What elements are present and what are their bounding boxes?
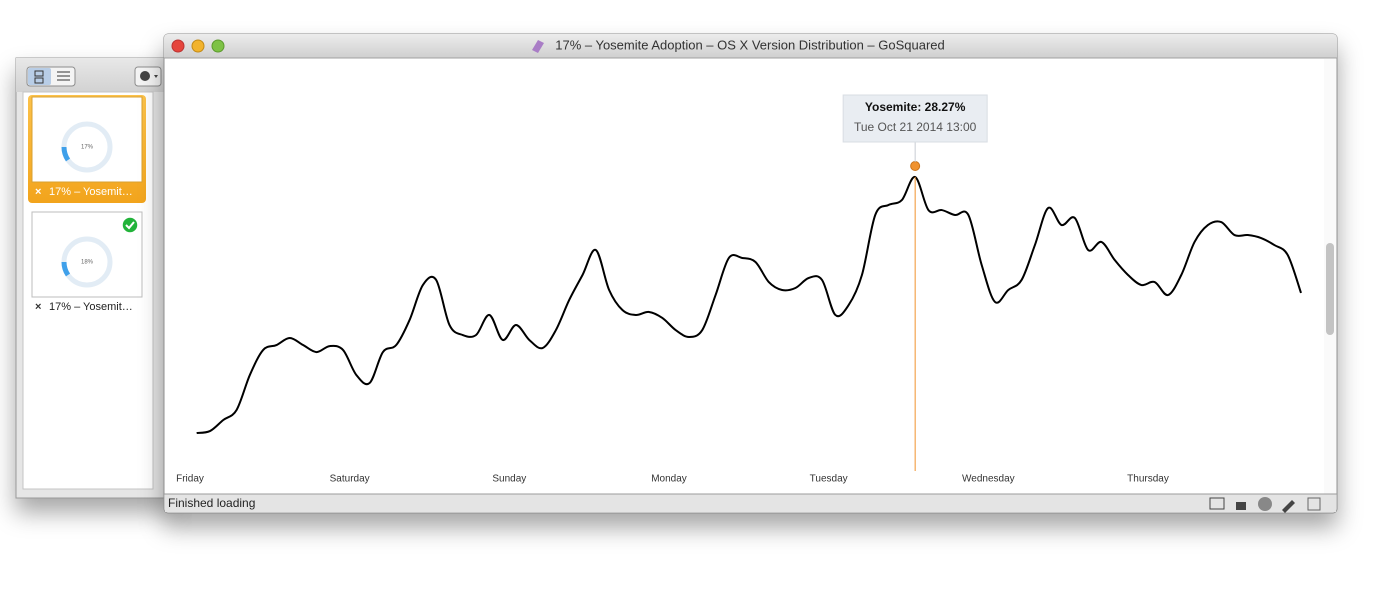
scroll-thumb[interactable]	[1326, 243, 1334, 335]
x-tick-label: Thursday	[1127, 474, 1169, 485]
x-tick-label: Friday	[176, 474, 204, 485]
tab-close[interactable]: ×	[35, 301, 41, 313]
zoom-button[interactable]	[211, 39, 225, 53]
site-icon	[532, 40, 544, 53]
tab-close[interactable]: ×	[35, 186, 41, 198]
data-line	[196, 176, 1302, 435]
tooltip-title: Yosemite: 28.27%	[865, 100, 966, 114]
dropdown-icon	[154, 75, 158, 78]
tab-label[interactable]: 17% – Yosemit…	[49, 301, 133, 313]
sidebar-window: 17% × 17% – Yosemit… 18% × 17% – Yosemit…	[15, 57, 177, 499]
tooltip	[842, 94, 988, 143]
browser-window: 17% – Yosemite Adoption – OS X Version D…	[163, 33, 1338, 514]
thumb-donut-arc	[61, 146, 71, 162]
x-tick-label: Monday	[651, 474, 687, 485]
icon	[34, 77, 44, 84]
check-badge	[121, 216, 139, 234]
thumb-donut-arc	[61, 261, 71, 277]
window-title: 17% – Yosemite Adoption – OS X Version D…	[555, 37, 945, 52]
window-frame	[163, 33, 1338, 514]
thumb-text: 18%	[81, 260, 94, 266]
list-view-button[interactable]	[57, 71, 70, 81]
status-bar	[165, 494, 1336, 512]
x-tick-label: Sunday	[492, 474, 526, 485]
x-tick-label: Tuesday	[810, 474, 848, 485]
gear-icon	[140, 71, 150, 81]
status-icons	[1209, 497, 1321, 513]
status-text: Finished loading	[168, 496, 255, 510]
x-tick-label: Saturday	[330, 474, 370, 485]
title-bar	[164, 34, 1337, 58]
icon	[34, 70, 44, 77]
minimize-button[interactable]	[191, 39, 205, 53]
check-icon	[125, 221, 135, 230]
close-button[interactable]	[171, 39, 185, 53]
x-tick-label: Wednesday	[962, 474, 1015, 485]
tooltip-date: Tue Oct 21 2014 13:00	[854, 120, 977, 134]
hover-point	[910, 161, 921, 171]
chart: Friday Saturday Sunday Monday Tuesday Wednesd…	[176, 94, 1302, 485]
tab-label[interactable]: 17% – Yosemit…	[49, 186, 133, 198]
thumb-text: 17%	[81, 145, 94, 151]
